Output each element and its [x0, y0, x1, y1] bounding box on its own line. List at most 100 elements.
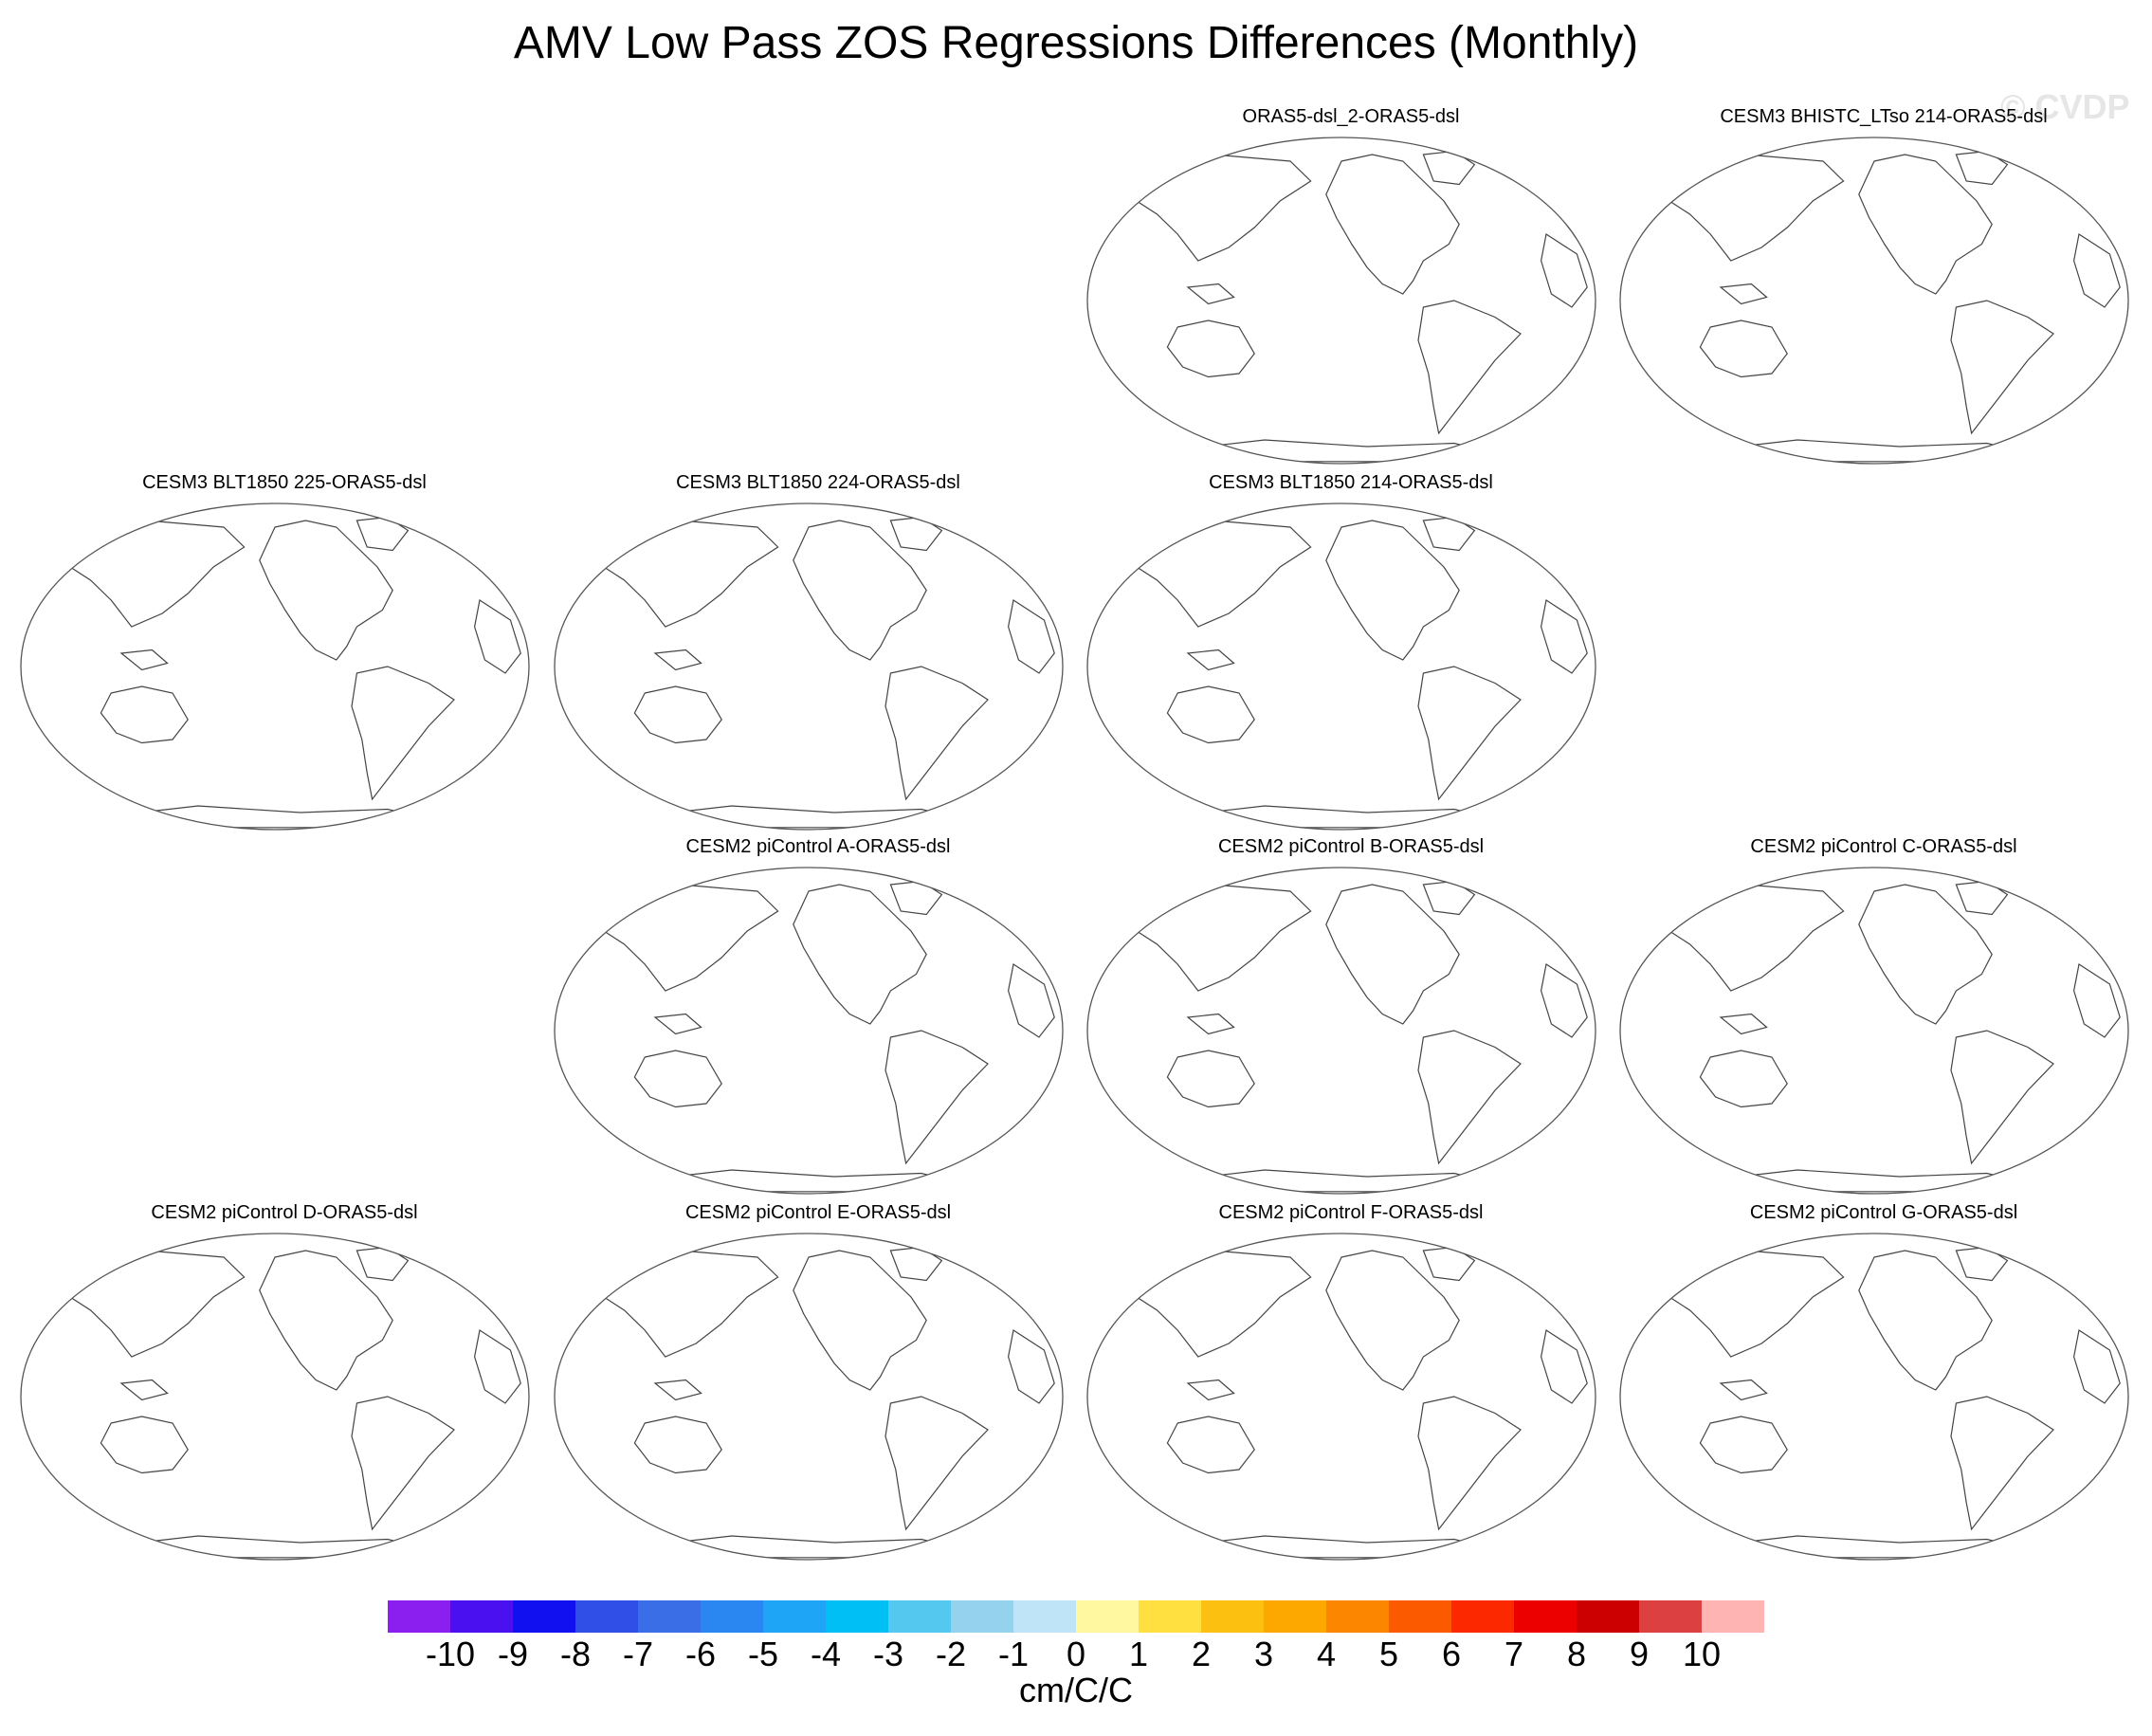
coastline — [1699, 1416, 1788, 1474]
coastline — [1858, 154, 1993, 295]
coastline — [1858, 1250, 1993, 1391]
world-map — [1619, 867, 2129, 1195]
world-map — [554, 503, 1064, 831]
colorbar-box — [701, 1600, 763, 1633]
coastline — [1186, 649, 1235, 671]
coastline — [259, 1250, 393, 1391]
coastline — [473, 599, 521, 674]
panel-title: CESM2 piControl C-ORAS5-dsl — [1750, 836, 2017, 857]
world-map — [1619, 1233, 2129, 1561]
colorbar-box — [1076, 1600, 1139, 1633]
coastline — [1950, 1030, 2054, 1165]
coastline — [1422, 1246, 1476, 1282]
colorbar-tick-label: -8 — [559, 1635, 591, 1673]
map-border — [554, 1233, 1064, 1561]
coastline — [473, 1329, 521, 1404]
coastline — [653, 1379, 702, 1401]
coastline — [1658, 154, 1845, 262]
coastline — [351, 1396, 455, 1531]
colorbar-tick-label: -9 — [497, 1635, 528, 1673]
coastline — [889, 1246, 943, 1282]
panel-title: CESM2 piControl B-ORAS5-dsl — [1217, 836, 1485, 857]
colorbar-tick-label: -1 — [997, 1635, 1029, 1673]
world-map — [1086, 503, 1596, 831]
coastline — [1125, 154, 1312, 262]
coastline — [885, 666, 989, 801]
coastline — [653, 649, 702, 671]
colorbar-tick-label: 9 — [1629, 1635, 1650, 1673]
coastline — [1699, 320, 1788, 378]
coastline — [1325, 1250, 1460, 1391]
coastline — [793, 884, 927, 1025]
coastline — [889, 880, 943, 916]
coastline — [1699, 1050, 1788, 1108]
coastline — [1540, 963, 1588, 1038]
coastline — [1955, 880, 2009, 916]
coastline — [1125, 520, 1312, 628]
colorbar-box — [1389, 1600, 1451, 1633]
colorbar-tick-label: 2 — [1191, 1635, 1212, 1673]
map-panel: CESM2 piControl B-ORAS5-dsl — [1085, 836, 1616, 1197]
colorbar-box — [638, 1600, 701, 1633]
coastline — [1125, 884, 1312, 992]
coastline — [1422, 516, 1476, 552]
coastline — [1177, 1535, 1496, 1559]
colorbar-box — [1326, 1600, 1389, 1633]
colorbar-box — [826, 1600, 888, 1633]
world-map — [554, 867, 1064, 1195]
coastline — [889, 516, 943, 552]
coastline — [119, 649, 169, 671]
coastline — [259, 520, 393, 661]
map-border — [554, 503, 1064, 831]
coastline — [1325, 520, 1460, 661]
coastline — [2072, 233, 2121, 308]
colorbar-tick-label: 4 — [1316, 1635, 1337, 1673]
coastline — [1658, 1250, 1845, 1358]
colorbar-tick-label: -5 — [747, 1635, 778, 1673]
map-border — [20, 503, 530, 831]
colorbar-box — [575, 1600, 638, 1633]
coastline — [1325, 154, 1460, 295]
coastline — [1540, 1329, 1588, 1404]
colorbar-box — [513, 1600, 575, 1633]
colorbar-box — [1639, 1600, 1702, 1633]
colorbar-tick-label: -7 — [622, 1635, 653, 1673]
colorbar-box — [888, 1600, 951, 1633]
coastline — [1422, 150, 1476, 186]
coastline — [1186, 1013, 1235, 1035]
coastline — [645, 1169, 963, 1193]
coastline — [2072, 963, 2121, 1038]
coastline — [645, 1535, 963, 1559]
coastline — [351, 666, 455, 801]
coastline — [1658, 884, 1845, 992]
coastline — [1166, 1050, 1255, 1108]
map-panel: CESM3 BLT1850 224-ORAS5-dsl — [553, 472, 1084, 832]
coastline — [1166, 320, 1255, 378]
coastline — [593, 520, 779, 628]
colorbar-box — [1451, 1600, 1514, 1633]
coastline — [1422, 880, 1476, 916]
world-map — [20, 503, 530, 831]
coastline — [111, 805, 429, 829]
coastline — [593, 1250, 779, 1358]
page-title: AMV Low Pass ZOS Regressions Differences… — [513, 18, 1639, 68]
colorbar-tick-label: -3 — [872, 1635, 903, 1673]
coastline — [1186, 1379, 1235, 1401]
map-border — [1619, 867, 2129, 1195]
colorbar-units: cm/C/C — [1019, 1671, 1133, 1709]
coastline — [1325, 884, 1460, 1025]
colorbar-tick-label: -10 — [425, 1635, 476, 1673]
map-border — [20, 1233, 530, 1561]
coastline — [1186, 283, 1235, 305]
coastline — [59, 520, 246, 628]
panel-title: CESM2 piControl A-ORAS5-dsl — [685, 836, 951, 857]
panel-title: CESM3 BHISTC_LTso 214-ORAS5-dsl — [1720, 106, 2048, 127]
map-border — [1086, 1233, 1596, 1561]
world-map — [1619, 137, 2129, 465]
world-map — [1086, 1233, 1596, 1561]
coastline — [1710, 1169, 2029, 1193]
coastline — [593, 884, 779, 992]
colorbar-box — [450, 1600, 513, 1633]
colorbar-tick-label: 6 — [1441, 1635, 1462, 1673]
map-panel: ORAS5-dsl_2-ORAS5-dsl — [1085, 106, 1616, 466]
